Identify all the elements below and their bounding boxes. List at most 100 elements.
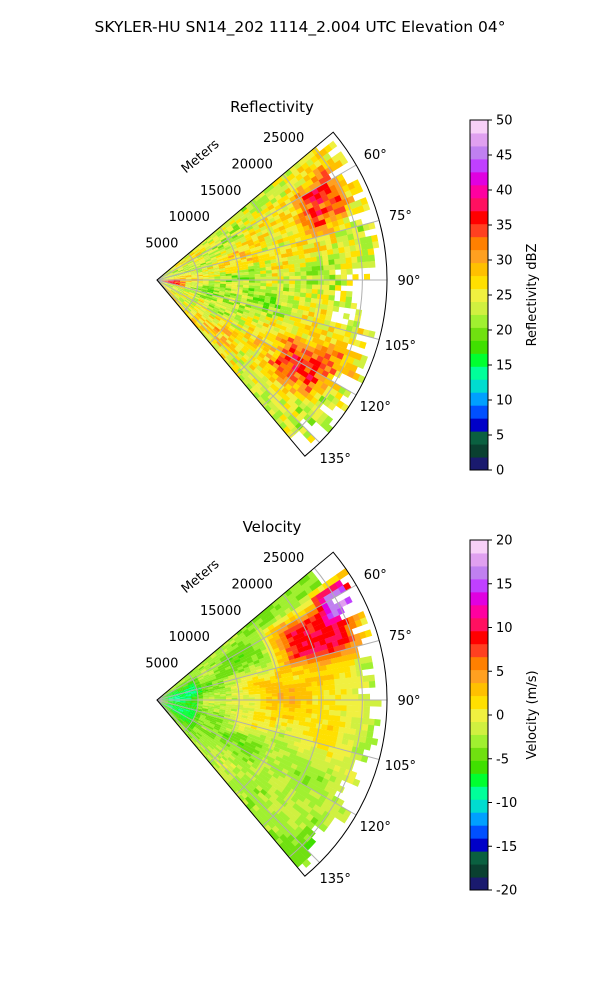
radar-gate — [298, 231, 307, 238]
radar-gate — [245, 723, 252, 729]
radar-gate — [168, 698, 175, 700]
radar-gate — [306, 284, 313, 290]
radar-gate — [260, 270, 267, 275]
radar-gate — [178, 286, 185, 290]
radar-gate — [326, 612, 335, 620]
radar-gate — [202, 750, 209, 757]
azimuth-gridline — [156, 219, 380, 281]
radar-gate — [268, 336, 276, 344]
radar-gate — [216, 676, 223, 681]
radar-gate — [174, 697, 181, 699]
radar-gate — [358, 631, 367, 640]
radar-gate — [293, 623, 302, 631]
radar-gate — [277, 692, 284, 697]
radar-gate — [170, 266, 177, 271]
radar-gate — [218, 666, 226, 671]
radar-gate — [190, 272, 198, 276]
radar-gate — [351, 256, 358, 264]
radar-gate — [245, 301, 253, 306]
radar-gate — [188, 292, 195, 297]
radar-gate — [283, 283, 290, 288]
radar-gate — [284, 365, 292, 373]
radar-gate — [266, 312, 273, 319]
radar-gate — [289, 283, 296, 289]
radar-gate — [196, 705, 203, 709]
radar-gate — [253, 787, 261, 795]
radar-gate — [219, 319, 226, 325]
radar-gate — [292, 759, 300, 766]
radar-gate — [292, 670, 299, 677]
radar-gate — [243, 650, 250, 657]
radar-gate — [258, 717, 265, 723]
radar-gate — [258, 772, 266, 780]
radar-gate — [196, 253, 203, 259]
radar-gate — [177, 266, 183, 270]
radar-gate — [244, 653, 252, 659]
colorbar-swatch — [470, 799, 488, 813]
radar-gate — [184, 674, 190, 680]
radar-gate — [243, 334, 251, 341]
radar-gate — [301, 220, 309, 228]
radar-gate — [321, 719, 329, 726]
radar-gate — [268, 376, 277, 384]
radar-gate — [174, 714, 180, 720]
radar-gate — [215, 229, 222, 236]
radar-gate — [264, 763, 272, 770]
radar-gate — [224, 642, 232, 649]
radar-gate — [337, 731, 345, 739]
radar-gate — [365, 235, 373, 244]
radar-gate — [167, 285, 173, 289]
radar-gate — [326, 305, 334, 312]
radar-gate — [231, 706, 238, 710]
radar-gate — [223, 640, 230, 647]
radar-gate — [272, 620, 280, 628]
radar-gate — [216, 231, 224, 238]
radar-gate — [267, 603, 275, 611]
radar-gate — [202, 689, 209, 693]
radar-gate — [213, 267, 220, 271]
radar-gate — [162, 281, 169, 285]
radar-gate — [247, 768, 255, 776]
radar-gate — [220, 737, 227, 743]
radar-gate — [221, 303, 228, 308]
radar-gate — [265, 379, 274, 387]
radar-gate — [262, 382, 271, 391]
radar-gate — [191, 703, 198, 705]
radar-gate — [328, 264, 336, 271]
radar-gate — [299, 296, 306, 302]
radar-gate — [244, 631, 252, 638]
radar-gate — [263, 718, 271, 724]
radar-gate — [275, 319, 283, 326]
radar-gate — [233, 646, 241, 652]
radar-gate — [208, 691, 215, 695]
radar-gate — [208, 671, 215, 676]
radar-gate — [278, 372, 287, 381]
radar-gate — [265, 316, 272, 322]
radar-gate — [211, 310, 218, 315]
radar-gate — [326, 360, 335, 369]
radar-gate — [352, 688, 359, 695]
radar-gate — [306, 695, 313, 701]
radar-gate — [309, 247, 316, 254]
radar-gate — [272, 200, 280, 208]
radar-gate — [325, 624, 334, 633]
radar-gate — [248, 288, 255, 292]
radar-gate — [237, 367, 245, 375]
radar-gate — [311, 337, 320, 344]
radar-gate — [242, 271, 250, 276]
radar-gate — [271, 762, 279, 770]
radar-gate — [291, 307, 299, 314]
radar-gate — [187, 733, 193, 739]
radar-gate — [230, 263, 237, 268]
radar-gate — [174, 294, 180, 299]
radar-gate — [271, 276, 279, 281]
radar-gate — [225, 708, 232, 711]
radar-gate — [265, 352, 273, 360]
radar-gate — [294, 700, 302, 705]
radar-gate — [319, 334, 327, 342]
radar-gate — [265, 712, 272, 717]
radar-gate — [271, 600, 280, 608]
colorbar-swatch — [470, 120, 488, 134]
radar-gate — [167, 284, 174, 288]
radar-gate — [173, 275, 180, 278]
